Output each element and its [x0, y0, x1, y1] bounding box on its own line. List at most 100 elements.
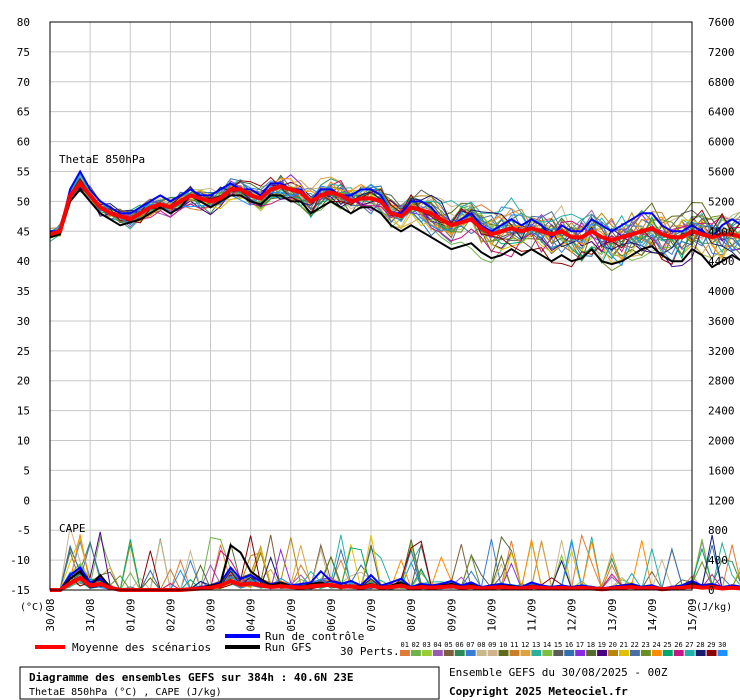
pert-swatch — [400, 650, 410, 656]
cape-panel-label: CAPE — [59, 522, 86, 535]
left-tick-label: 0 — [23, 494, 30, 507]
right-tick-label: 4400 — [708, 255, 735, 268]
pert-number: 29 — [707, 641, 715, 649]
pert-number: 25 — [663, 641, 671, 649]
x-tick-label: 30/08 — [44, 598, 57, 631]
x-tick-label: 13/09 — [606, 598, 619, 631]
pert-swatch — [542, 650, 553, 656]
left-tick-label: 50 — [17, 195, 30, 208]
right-tick-label: 0 — [708, 584, 715, 597]
left-tick-label: 65 — [17, 106, 30, 119]
pert-number: 04 — [433, 641, 441, 649]
pert-swatch — [410, 650, 421, 656]
left-tick-label: 80 — [17, 16, 30, 29]
pert-number: 17 — [576, 641, 584, 649]
legend-mean-label: Moyenne des scénarios — [72, 641, 211, 654]
x-tick-label: 03/09 — [205, 598, 218, 631]
right-tick-label: 2000 — [708, 435, 735, 448]
pert-number: 26 — [674, 641, 682, 649]
right-tick-label: 5600 — [708, 165, 735, 178]
x-tick-label: 07/09 — [365, 598, 378, 631]
left-tick-label: 30 — [17, 315, 30, 328]
x-tick-label: 01/09 — [124, 598, 137, 631]
pert-number: 05 — [444, 641, 452, 649]
pert-swatch — [465, 650, 476, 656]
pert-number: 22 — [630, 641, 638, 649]
left-tick-label: -5 — [17, 524, 30, 537]
right-tick-label: 2400 — [708, 405, 735, 418]
pert-number: 23 — [641, 641, 649, 649]
pert-swatch — [476, 650, 487, 656]
pert-swatch — [651, 650, 662, 656]
right-tick-label: 7600 — [708, 16, 735, 29]
right-tick-label: 7200 — [708, 46, 735, 59]
pert-swatch — [421, 650, 432, 656]
pert-number: 27 — [685, 641, 693, 649]
right-unit-label: (J/kg) — [696, 602, 732, 613]
left-tick-label: 5 — [23, 464, 30, 477]
pert-number: 03 — [422, 641, 430, 649]
pert-swatch — [487, 650, 498, 656]
pert-swatch — [662, 650, 673, 656]
right-tick-label: 2800 — [708, 375, 735, 388]
copyright: Copyright 2025 Meteociel.fr — [449, 685, 628, 698]
pert-number: 16 — [565, 641, 573, 649]
pert-number: 07 — [466, 641, 474, 649]
right-tick-label: 3200 — [708, 345, 735, 358]
pert-swatch — [586, 650, 597, 656]
x-tick-label: 10/09 — [485, 598, 498, 631]
right-tick-label: 1200 — [708, 494, 735, 507]
thetae-mean-line — [49, 180, 740, 243]
pert-swatch — [597, 650, 608, 656]
right-tick-label: 6800 — [708, 76, 735, 89]
x-tick-label: 08/09 — [405, 598, 418, 631]
pert-number: 12 — [521, 641, 529, 649]
right-tick-label: 1600 — [708, 464, 735, 477]
pert-number: 10 — [499, 641, 507, 649]
pert-number: 19 — [598, 641, 606, 649]
left-tick-label: 15 — [17, 405, 30, 418]
pert-swatch — [520, 650, 531, 656]
pert-number: 08 — [477, 641, 485, 649]
left-tick-label: -10 — [10, 554, 30, 567]
x-tick-label: 09/09 — [445, 598, 458, 631]
pert-number: 14 — [543, 641, 551, 649]
x-tick-label: 05/09 — [285, 598, 298, 631]
pert-number: 15 — [554, 641, 562, 649]
pert-swatch — [575, 650, 586, 656]
axes: -15 0 -10 400 -5 800 0 1200 5 1600 10 2000 15 2400 20 2… — [10, 16, 734, 632]
right-tick-label: 5200 — [708, 195, 735, 208]
chart-grid — [49, 21, 693, 591]
pert-swatch — [673, 650, 684, 656]
left-tick-label: 10 — [17, 435, 30, 448]
pert-swatch — [443, 650, 454, 656]
left-tick-label: -15 — [10, 584, 30, 597]
pert-number: 06 — [455, 641, 463, 649]
left-tick-label: 70 — [17, 76, 30, 89]
footer-subtitle: ThetaE 850hPa (°C) , CAPE (J/kg) — [29, 687, 222, 698]
left-tick-label: 20 — [17, 375, 30, 388]
x-tick-label: 04/09 — [245, 598, 258, 631]
pert-swatch — [432, 650, 443, 656]
pert-swatch — [531, 650, 542, 656]
x-tick-label: 11/09 — [526, 598, 539, 631]
left-tick-label: 25 — [17, 345, 30, 358]
left-tick-label: 60 — [17, 136, 30, 149]
pert-number: 02 — [411, 641, 419, 649]
x-tick-label: 31/08 — [84, 598, 97, 631]
right-tick-label: 400 — [708, 554, 728, 567]
footer-box — [19, 666, 440, 700]
pert-number: 13 — [532, 641, 540, 649]
thetae-panel-label: ThetaE 850hPa — [59, 153, 145, 166]
pert-number: 30 — [718, 641, 726, 649]
pert-number: 20 — [609, 641, 617, 649]
left-tick-label: 75 — [17, 46, 30, 59]
left-tick-label: 45 — [17, 225, 30, 238]
pert-number: 09 — [488, 641, 496, 649]
pert-number: 24 — [652, 641, 660, 649]
pert-swatch — [498, 650, 509, 656]
pert-swatch — [629, 650, 640, 656]
x-tick-label: 02/09 — [164, 598, 177, 631]
pert-number: 01 — [401, 641, 409, 649]
